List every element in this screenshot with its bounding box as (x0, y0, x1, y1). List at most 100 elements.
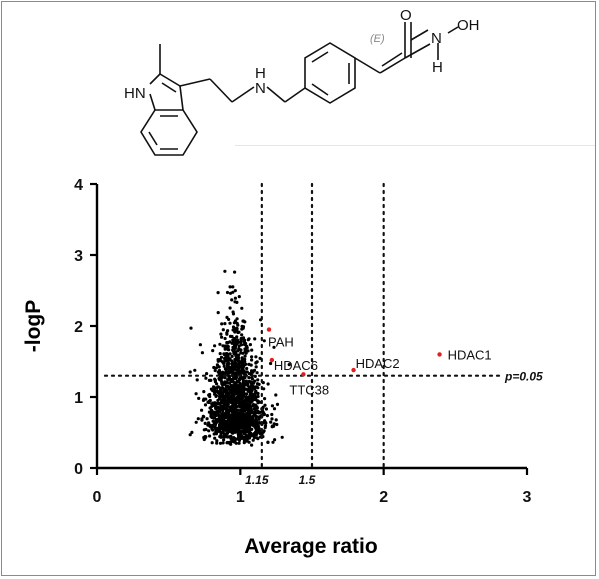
data-point (219, 359, 223, 363)
data-point (260, 410, 264, 414)
data-point (225, 290, 230, 295)
data-point (200, 351, 204, 355)
highlighted-point (437, 352, 442, 357)
data-point (231, 418, 235, 422)
data-point (220, 335, 224, 339)
data-point (226, 381, 230, 385)
y-axis-title: -logP (22, 300, 45, 353)
data-point (208, 406, 212, 410)
data-point (223, 382, 227, 386)
data-point (215, 382, 219, 386)
data-point (249, 371, 253, 375)
data-point (240, 402, 245, 406)
data-point (250, 443, 254, 447)
atom-oxygen: O (400, 7, 412, 24)
atom-oh: OH (457, 17, 480, 34)
data-point (275, 402, 280, 406)
data-point (244, 341, 248, 346)
data-point (234, 396, 239, 400)
data-point (237, 356, 241, 360)
data-point (270, 404, 274, 408)
data-point (238, 348, 242, 352)
data-point (250, 385, 254, 389)
data-point (244, 395, 248, 399)
data-point (270, 412, 274, 417)
data-point (255, 371, 259, 375)
data-point (208, 394, 212, 399)
data-point (251, 419, 255, 424)
data-point (233, 270, 237, 274)
data-point (220, 419, 224, 424)
data-point (204, 427, 208, 432)
highlighted-point (266, 327, 272, 332)
data-point (241, 394, 245, 398)
data-point (216, 419, 220, 423)
data-point (248, 343, 252, 347)
data-point (217, 368, 222, 373)
data-point (228, 441, 232, 445)
data-point (256, 399, 260, 403)
data-point (255, 436, 259, 440)
threshold-label-x: 1.5 (299, 473, 316, 487)
data-point (251, 381, 255, 385)
data-point (239, 390, 243, 394)
atom-hn-indole: HN (124, 85, 146, 102)
data-point (237, 295, 241, 299)
data-point (231, 338, 235, 342)
data-point (232, 388, 237, 392)
data-point (239, 343, 244, 347)
data-point (212, 365, 216, 370)
data-point (233, 296, 237, 300)
threshold-lines: 1.15 1.5 p=0.05 (103, 182, 543, 487)
data-point (228, 306, 232, 310)
data-point (196, 417, 200, 421)
data-point (249, 431, 253, 435)
data-point (245, 366, 249, 371)
data-point (212, 432, 216, 436)
structure-bonds (140, 22, 459, 156)
data-point (231, 410, 235, 414)
data-point (222, 364, 226, 368)
data-point (269, 361, 273, 366)
data-point (201, 414, 205, 418)
highlighted-points: HDAC1 HDAC2 HDAC6 PAH TTC38 (266, 327, 492, 397)
data-point (262, 412, 266, 417)
data-point (248, 387, 252, 391)
data-point (244, 398, 248, 402)
data-point (230, 404, 234, 408)
data-point (247, 337, 251, 341)
data-point (224, 389, 229, 394)
data-point (248, 414, 252, 418)
data-point (225, 331, 229, 335)
x-axis-title: Average ratio (244, 535, 377, 558)
data-point (244, 414, 248, 418)
data-point (226, 387, 230, 391)
data-point (212, 385, 216, 389)
data-point (208, 434, 212, 438)
data-point (198, 343, 202, 347)
data-point (238, 421, 242, 425)
data-point (219, 332, 223, 336)
data-point (200, 408, 204, 412)
data-point (237, 353, 241, 357)
data-point (237, 424, 241, 428)
atom-h-amine: H (255, 65, 266, 82)
data-point (220, 390, 225, 394)
data-point (213, 436, 217, 440)
data-point (228, 334, 233, 338)
highlighted-point (351, 367, 356, 373)
data-point (242, 409, 247, 413)
data-point (272, 422, 276, 426)
data-point (236, 349, 240, 353)
data-point (232, 362, 236, 366)
data-point (227, 417, 231, 422)
data-point (271, 440, 275, 444)
data-point (241, 392, 245, 396)
data-point (221, 328, 225, 332)
data-point (242, 420, 246, 424)
data-point (211, 425, 215, 429)
x-tick-label: 1 (236, 489, 245, 506)
data-point (235, 300, 239, 304)
data-point (235, 317, 239, 321)
